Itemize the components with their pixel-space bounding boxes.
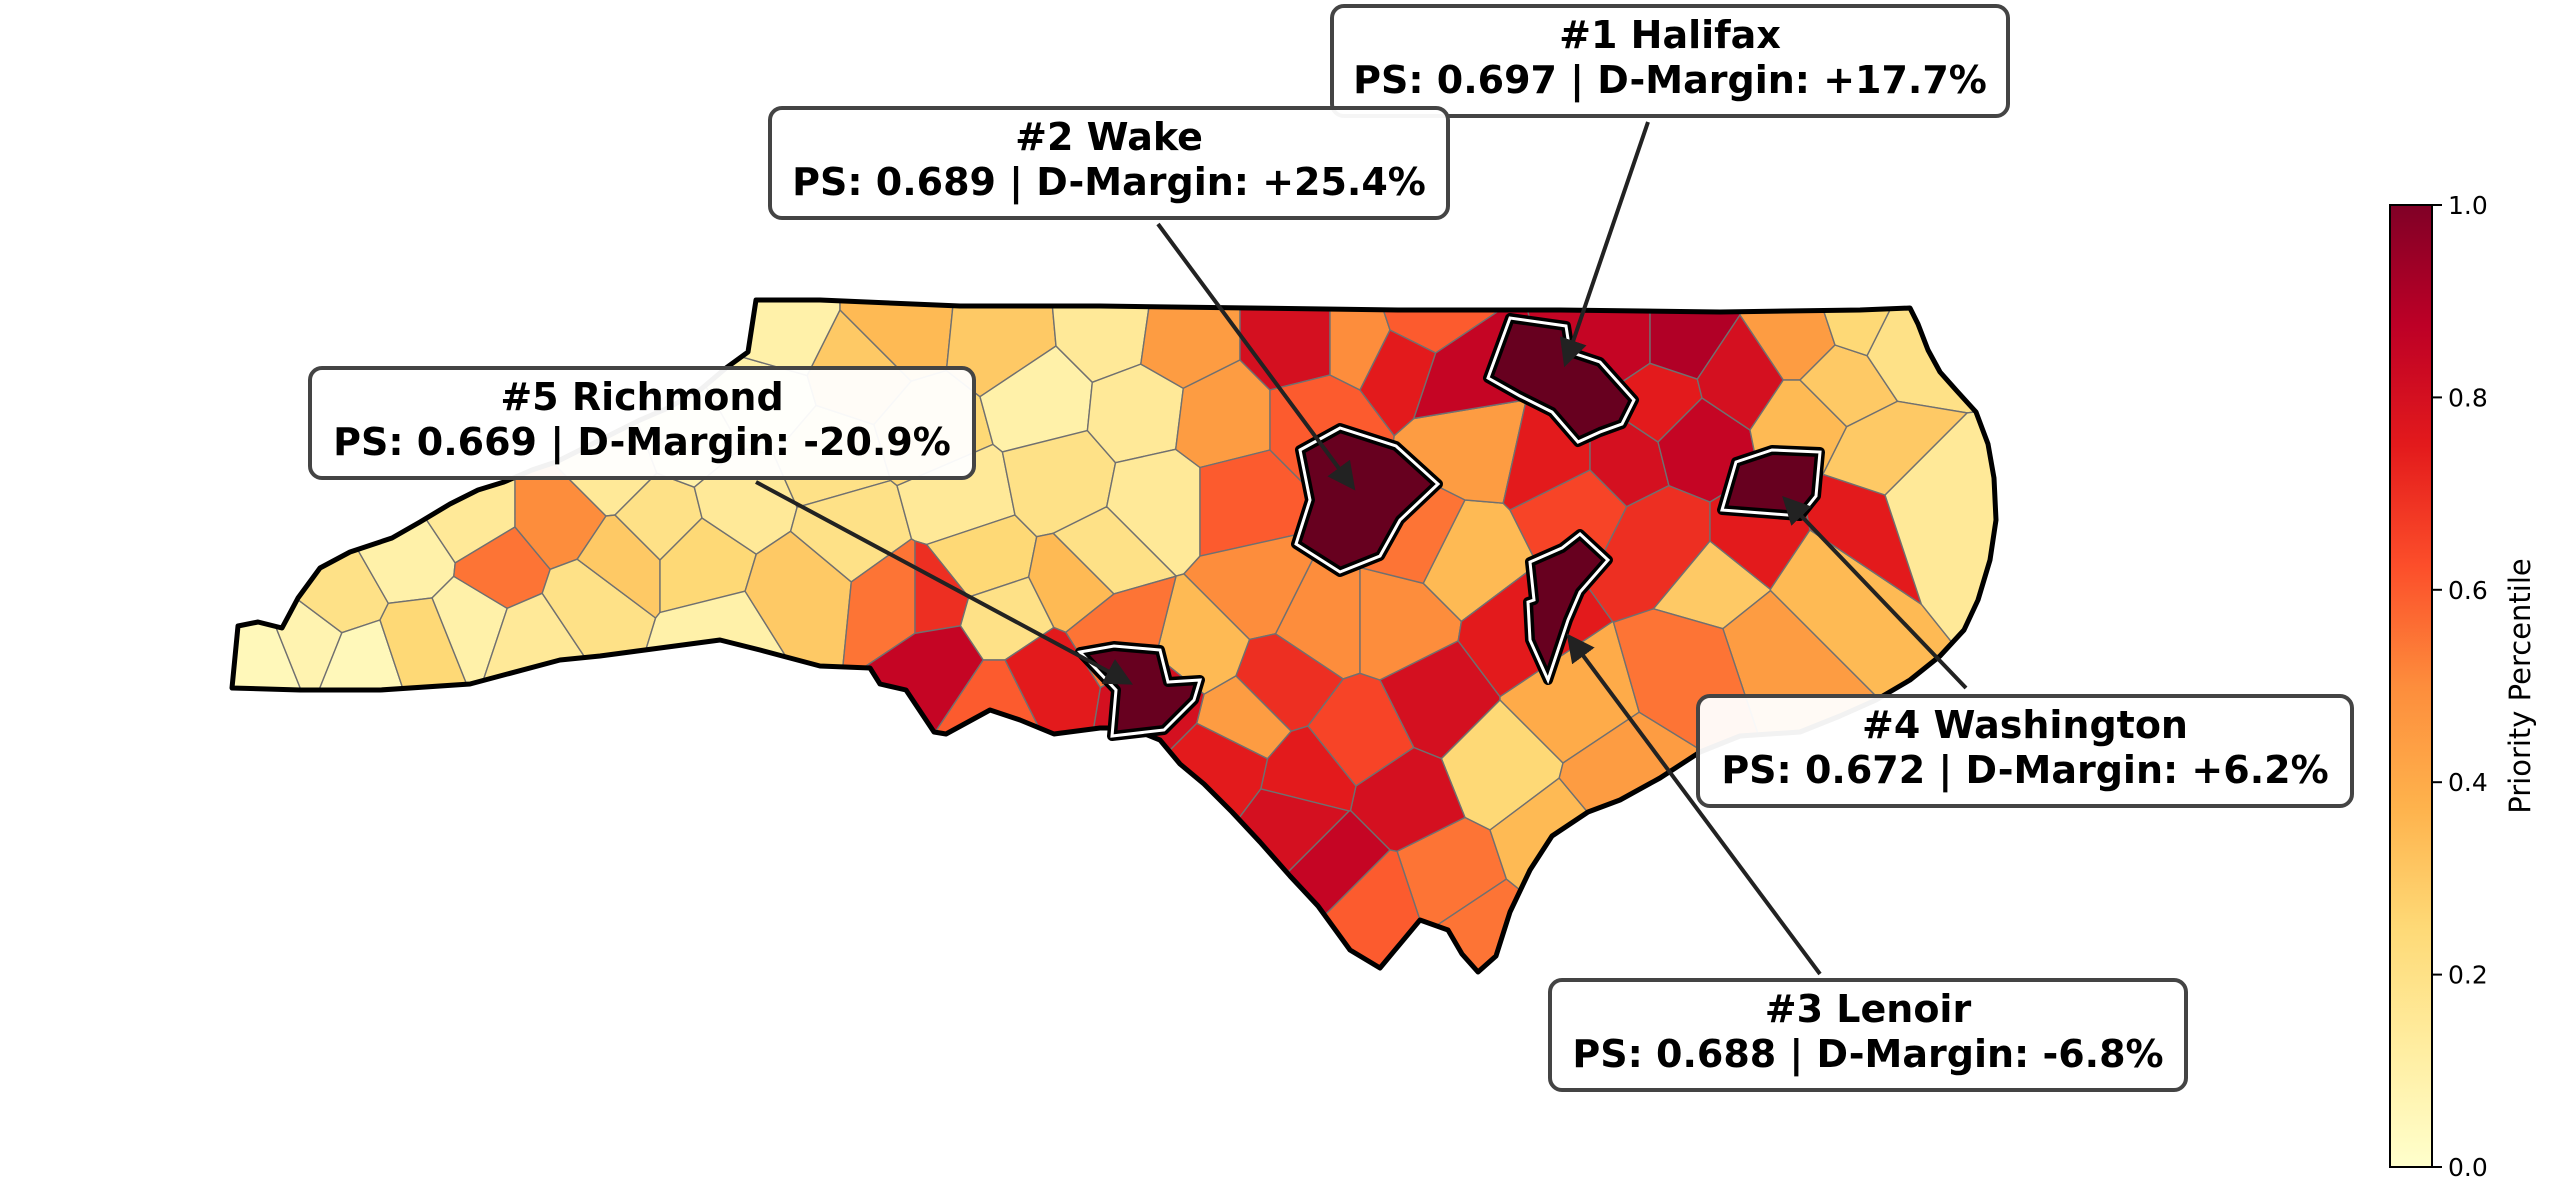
callouts: #1 Halifax PS: 0.697 | D-Margin: +17.7% …	[308, 4, 2354, 1092]
highlight-wake-inner	[1294, 426, 1441, 574]
highlight-halifax-inner	[1486, 316, 1636, 444]
callout-subtitle: PS: 0.672 | D-Margin: +6.2%	[1721, 748, 2328, 793]
colorbar-tick-label: 0.8	[2448, 383, 2488, 412]
highlight-washington	[1717, 445, 1825, 521]
arrow-richmond	[755, 480, 1133, 685]
arrow-washington	[1782, 495, 1968, 690]
colorbar-label: Priority Percentile	[2503, 558, 2537, 814]
colorbar-gradient	[2389, 204, 2433, 1168]
arrow-halifax	[1559, 121, 1650, 368]
callout-washington: #4 Washington PS: 0.672 | D-Margin: +6.2…	[1696, 694, 2354, 808]
callout-subtitle: PS: 0.697 | D-Margin: +17.7%	[1353, 58, 1987, 103]
callout-richmond: #5 Richmond PS: 0.669 | D-Margin: -20.9%	[308, 366, 976, 480]
callout-title: #1 Halifax	[1559, 13, 1781, 57]
arrow-lenoir	[1566, 633, 1822, 976]
callout-title: #4 Washington	[1862, 703, 2188, 747]
callout-subtitle: PS: 0.689 | D-Margin: +25.4%	[792, 160, 1426, 205]
callout-arrows	[755, 121, 1968, 976]
highlight-richmond-inner	[1076, 644, 1203, 738]
callout-subtitle: PS: 0.669 | D-Margin: -20.9%	[333, 420, 951, 465]
colorbar-tick-label: 0.0	[2448, 1153, 2488, 1182]
callout-title: #3 Lenoir	[1765, 987, 1972, 1031]
colorbar-tick-label: 0.2	[2448, 961, 2488, 990]
colorbar-tick-label: 0.6	[2448, 576, 2488, 605]
county-polygon	[804, 625, 985, 929]
county-polygon	[1038, 722, 1269, 972]
callout-title: #2 Wake	[1015, 115, 1203, 159]
highlight-lenoir-inner	[1526, 532, 1611, 685]
callout-subtitle: PS: 0.688 | D-Margin: -6.8%	[1572, 1032, 2163, 1077]
callout-title: #5 Richmond	[500, 375, 783, 419]
colorbar: 0.0 0.2 0.4 0.6 0.8 1.0 Priority Percentile	[2389, 191, 2537, 1182]
colorbar-ticks: 0.0 0.2 0.4 0.6 0.8 1.0	[2432, 191, 2488, 1182]
arrow-wake	[1156, 222, 1356, 491]
colorbar-tick-label: 1.0	[2448, 191, 2488, 220]
county-polygon	[232, 521, 311, 972]
top-counties-highlights	[1075, 313, 1825, 741]
county-polygon	[1821, 400, 1969, 496]
callout-halifax: #1 Halifax PS: 0.697 | D-Margin: +17.7%	[1330, 4, 2010, 118]
colorbar-tick-label: 0.4	[2448, 768, 2488, 797]
callout-lenoir: #3 Lenoir PS: 0.688 | D-Margin: -6.8%	[1548, 978, 2188, 1092]
callout-wake: #2 Wake PS: 0.689 | D-Margin: +25.4%	[768, 106, 1450, 220]
